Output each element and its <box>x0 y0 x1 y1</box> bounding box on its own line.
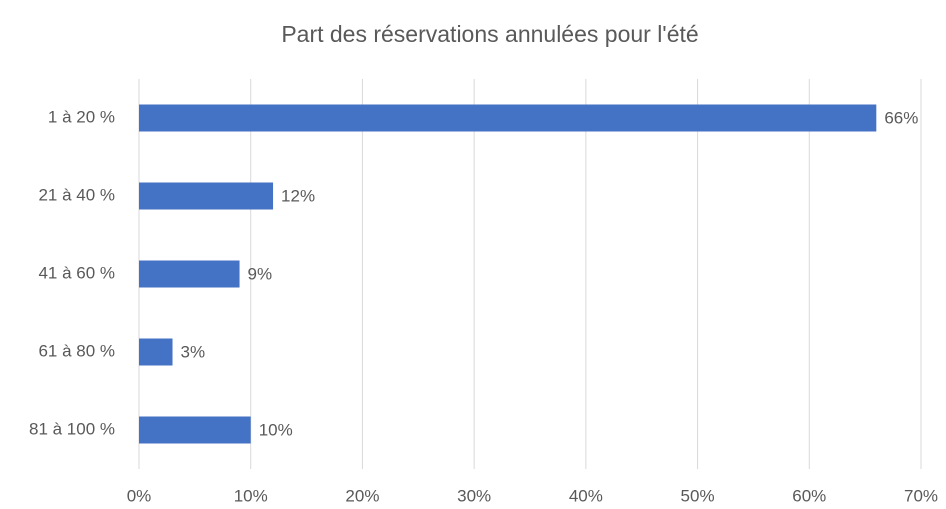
x-tick-label: 40% <box>569 486 603 505</box>
x-tick-label: 20% <box>345 486 379 505</box>
x-tick-label: 10% <box>234 486 268 505</box>
y-tick-label: 21 à 40 % <box>38 185 115 204</box>
data-label: 10% <box>259 420 293 439</box>
y-tick-label: 61 à 80 % <box>38 341 115 360</box>
x-tick-label: 50% <box>681 486 715 505</box>
data-label: 66% <box>884 108 918 127</box>
x-tick-label: 60% <box>792 486 826 505</box>
bar <box>139 260 240 288</box>
bar <box>139 104 877 132</box>
data-label: 9% <box>248 264 273 283</box>
bar <box>139 416 251 444</box>
x-tick-label: 70% <box>904 486 938 505</box>
bar <box>139 338 173 366</box>
y-tick-label: 41 à 60 % <box>38 263 115 282</box>
x-tick-label: 0% <box>127 486 152 505</box>
data-label: 3% <box>181 342 206 361</box>
y-tick-label: 1 à 20 % <box>48 107 115 126</box>
bar <box>139 182 274 210</box>
x-tick-label: 30% <box>457 486 491 505</box>
y-tick-label: 81 à 100 % <box>29 419 115 438</box>
chart-title: Part des réservations annulées pour l'ét… <box>281 21 698 47</box>
data-label: 12% <box>281 186 315 205</box>
